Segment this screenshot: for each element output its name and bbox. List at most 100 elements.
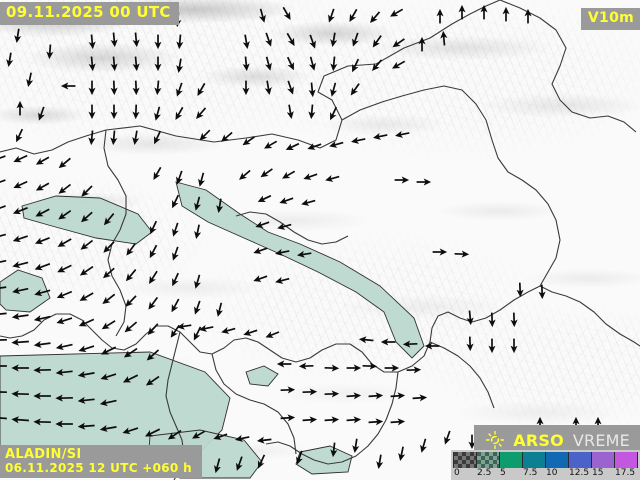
legend-tick-row: 0 2.5 5 7.5 10 12.5 15 17.5 (453, 468, 637, 480)
wind-arrow (330, 32, 338, 47)
wind-arrow (125, 269, 137, 282)
wind-arrow (194, 224, 202, 239)
wind-arrow (11, 416, 29, 424)
wind-arrow (99, 424, 117, 432)
wind-arrow (260, 168, 273, 178)
wind-arrow (33, 340, 51, 348)
wind-arrow (58, 157, 71, 169)
vreme-logo-text: VREME (572, 430, 630, 450)
wind-arrow (146, 349, 160, 361)
wind-arrow (110, 56, 118, 72)
wind-arrow (38, 106, 45, 121)
wind-arrow (253, 275, 268, 282)
wind-arrow (11, 338, 29, 346)
wind-arrow (132, 130, 140, 145)
legend-swatch (453, 452, 477, 468)
legend-tick-label: 2.5 (477, 468, 492, 478)
wind-arrow (0, 205, 6, 209)
wind-arrow (149, 270, 158, 284)
wind-speed-shading (0, 181, 425, 479)
wind-arrow (0, 312, 7, 315)
wind-arrow (100, 346, 117, 355)
wind-arrow (346, 416, 362, 424)
wind-arrow (35, 208, 50, 217)
wind-arrow (328, 8, 335, 23)
wind-arrow (390, 392, 406, 400)
wind-arrow (99, 399, 117, 407)
wind-arrow (197, 82, 206, 96)
wind-arrow (0, 259, 7, 263)
wind-arrow (12, 261, 29, 269)
wind-arrow (368, 418, 384, 426)
wind-arrow (0, 286, 7, 289)
wind-arrow (466, 310, 474, 326)
wind-arrow (444, 430, 451, 445)
wind-arrow (35, 156, 50, 165)
wind-arrow (279, 197, 294, 204)
wind-arrow (285, 142, 300, 150)
wind-arrow (372, 35, 382, 48)
wind-arrow (308, 56, 316, 71)
wind-arrow (352, 438, 360, 453)
wind-arrow (330, 56, 338, 72)
legend-tick-label: 5 (500, 468, 506, 478)
wind-arrow (176, 170, 183, 185)
wind-arrow (221, 326, 236, 334)
wind-arrow (148, 296, 159, 310)
wind-arrow (176, 82, 183, 97)
wind-arrow (255, 221, 270, 228)
legend-tick-label: 7.5 (523, 468, 538, 478)
wind-arrow (57, 264, 72, 273)
wind-arrow (102, 293, 116, 305)
wind-arrow (275, 276, 290, 284)
wind-arrow (147, 323, 159, 335)
wind-arrow (242, 56, 250, 72)
wind-arrow (11, 312, 29, 320)
arso-logo-text: ARSO (513, 430, 564, 450)
wind-arrow (213, 433, 228, 440)
wind-arrow (350, 83, 360, 96)
wind-arrow (33, 315, 51, 323)
wind-arrow (103, 267, 115, 279)
wind-arrow (243, 329, 258, 336)
wind-arrow (264, 80, 272, 95)
wind-arrow (264, 140, 278, 149)
wind-arrow (257, 454, 266, 469)
wind-arrow (286, 56, 294, 71)
wind-arrow (78, 345, 95, 353)
wind-arrow (55, 343, 73, 351)
wind-arrow (198, 172, 206, 187)
wind-arrow (194, 274, 201, 289)
wind-arrow (301, 198, 316, 206)
wind-arrow (193, 326, 202, 341)
wind-arrow (376, 454, 384, 469)
wind-arrow (257, 194, 272, 202)
wind-arrow (392, 60, 406, 69)
wind-arrow (110, 32, 118, 48)
wind-arrow (373, 132, 388, 140)
wind-arrow (358, 336, 374, 344)
wind-arrow (390, 418, 406, 426)
wind-arrow (194, 196, 202, 211)
wind-arrow (154, 80, 162, 96)
wind-arrow (55, 368, 73, 376)
legend-swatch (592, 452, 615, 468)
wind-arrow (235, 456, 243, 471)
wind-arrow (368, 392, 384, 400)
wind-arrow (351, 136, 366, 144)
wind-speed-legend[interactable]: 0 2.5 5 7.5 10 12.5 15 17.5 (451, 450, 640, 480)
wind-arrow (324, 416, 340, 424)
wind-arrow (100, 373, 117, 381)
wind-arrow (275, 248, 290, 256)
wind-arrow (57, 238, 72, 247)
wind-arrow (309, 34, 316, 49)
wind-arrow (103, 241, 115, 253)
wind-arrow (287, 80, 294, 95)
wind-arrow (167, 429, 182, 440)
wind-arrow (145, 375, 160, 386)
wind-arrow (46, 44, 54, 60)
wind-arrow (172, 246, 179, 261)
wind-arrow (132, 32, 140, 48)
wind-arrow (412, 394, 428, 402)
wind-arrow (144, 428, 161, 437)
